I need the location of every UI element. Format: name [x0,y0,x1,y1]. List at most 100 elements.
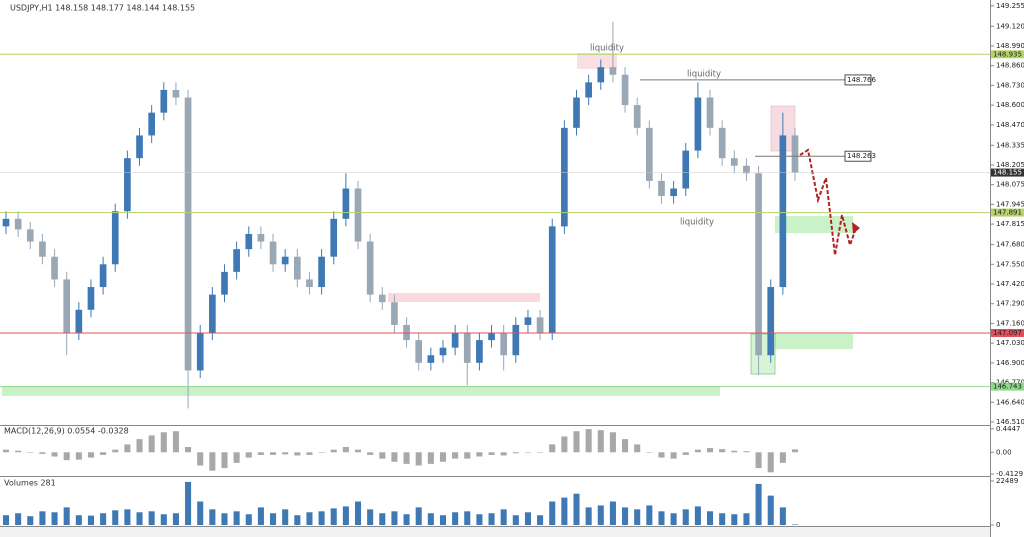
bar [439,452,447,462]
y-tick-label: 146.900 [996,359,1024,367]
bar [743,451,750,453]
bar [488,513,495,525]
bar [330,449,337,453]
candle-body [26,229,34,242]
bar [160,432,167,453]
bar [160,514,167,525]
candle-body [743,165,750,174]
projection-path [799,148,857,256]
bar [500,509,507,525]
bar [476,514,483,525]
candle-body [439,347,447,356]
bar [403,452,410,464]
bar [706,511,714,525]
level-tag [991,50,1024,59]
bar [87,515,95,525]
bar [148,435,155,453]
bar [452,452,459,459]
bar [306,452,313,455]
candle-body [670,188,677,197]
candle-body [172,89,180,98]
annotation: liquidity [687,70,721,80]
bar [367,452,374,455]
candle-body [160,89,168,113]
y-tick-label: 149.120 [996,22,1024,30]
y-tick-label: 148.205 [996,161,1024,169]
supply-zone [388,293,540,302]
candle-body [14,218,22,230]
bar [112,510,119,525]
candle-body [184,97,192,371]
demand-zone [2,386,720,396]
marker-tag [844,74,872,86]
bar [658,511,665,525]
bar [63,452,70,461]
bar [597,505,604,525]
bar [670,513,677,525]
candle-body [366,241,374,295]
bar [634,509,641,525]
bar [537,515,544,525]
bar [779,507,786,525]
candle-body [148,112,155,136]
candle-body [767,287,775,356]
y-tick-label: 148.335 [996,141,1024,149]
bar [100,513,107,525]
bar [573,431,580,453]
bar [197,452,204,466]
bar [427,452,434,464]
bar [464,452,471,459]
bar [112,449,119,453]
bar [537,452,544,453]
bar [609,501,616,525]
candle-body [427,355,435,363]
bar [549,501,556,525]
candle-body [646,127,653,181]
level-label: 148.935 [993,50,1022,58]
bar [658,452,665,458]
y-tick-label: 147.030 [996,339,1024,347]
annotation: liquidity [590,44,624,54]
bar [2,449,10,453]
bar [172,513,179,525]
bar [622,439,629,453]
bar [233,511,240,525]
bar [342,447,349,453]
bar [597,430,604,453]
bar [512,452,519,454]
bar [51,512,58,525]
candle-body [548,226,556,333]
candle-body [730,158,738,166]
bar [743,513,750,525]
candle-body [512,324,520,356]
chart-header: USDJPY,H1 148.158 148.177 148.144 148.15… [10,4,195,13]
bar [719,449,726,453]
y-tick-label: 147.680 [996,241,1024,249]
bar [354,501,362,525]
candle-body [354,188,362,242]
supply-zone [577,53,617,69]
bar [87,452,95,458]
level-tag [991,328,1024,337]
candle-body [257,233,265,242]
last-price-tag [991,168,1024,177]
bar [270,513,277,525]
bar [391,452,398,462]
bar [464,511,471,525]
bar [245,514,252,525]
y-tick-label: 149.255 [996,2,1024,10]
bar [209,509,216,525]
bar [755,483,762,525]
bar [646,505,653,525]
y-tick-label: 148.600 [996,101,1024,109]
candle-body [609,67,617,75]
demand-zone [775,216,853,233]
bar [694,506,701,525]
bar [573,493,580,525]
chart-layer [2,53,853,396]
bar [706,448,714,453]
bar [682,452,689,455]
candle-body [779,135,787,288]
bar [124,444,131,453]
